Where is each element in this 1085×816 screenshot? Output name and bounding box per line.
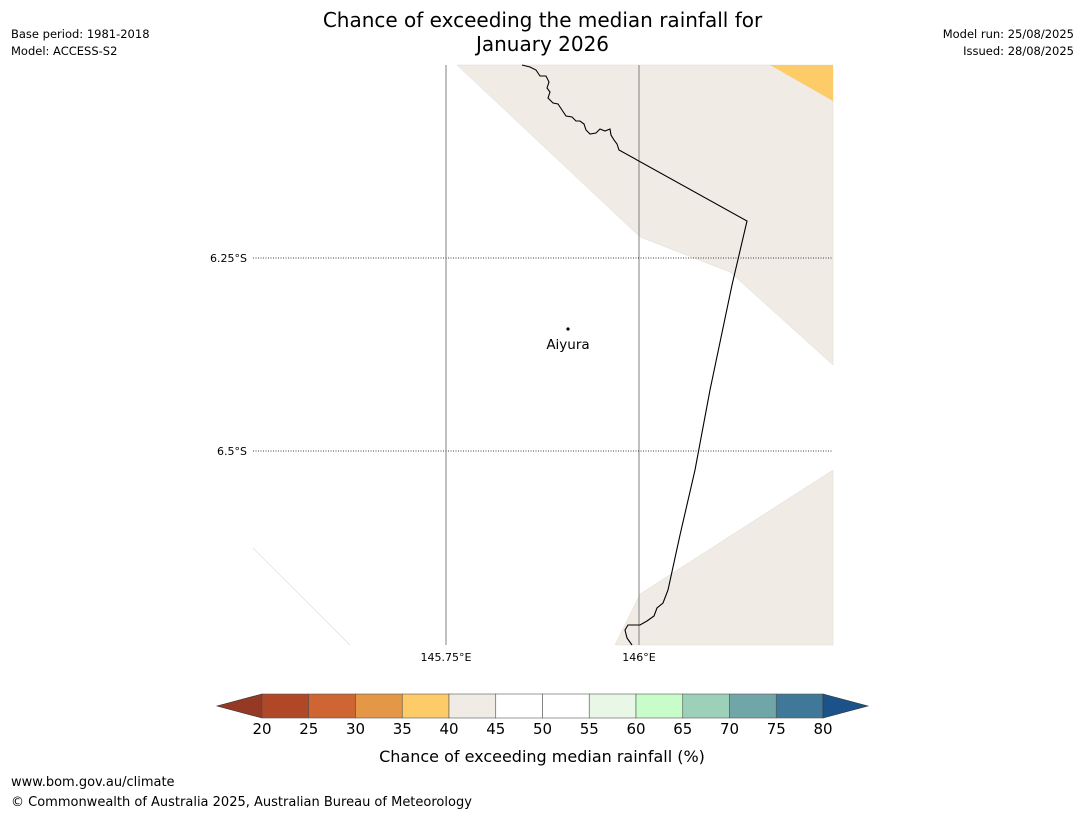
colorbar-segment bbox=[355, 693, 403, 719]
lat-label-6-25: 6.25°S bbox=[210, 252, 247, 265]
probability-area-40-45-southeast bbox=[614, 469, 834, 646]
colorbar-tick-label: 25 bbox=[299, 720, 318, 738]
colorbar-segment bbox=[308, 693, 356, 719]
colorbar-tick-label: 35 bbox=[393, 720, 412, 738]
colorbar-tick-label: 70 bbox=[720, 720, 739, 738]
colorbar-extend-high bbox=[822, 693, 870, 719]
aiyura-label: Aiyura bbox=[546, 337, 589, 353]
footer-copyright: © Commonwealth of Australia 2025, Austra… bbox=[11, 795, 472, 810]
model-run-text: Model run: 25/08/2025 bbox=[942, 27, 1074, 41]
colorbar-segment bbox=[495, 693, 543, 719]
probability-area-35-40-northeast bbox=[770, 65, 833, 101]
colorbar-label: Chance of exceeding median rainfall (%) bbox=[379, 747, 705, 766]
colorbar-tick-label: 75 bbox=[767, 720, 786, 738]
lon-label-145-75: 145.75°E bbox=[421, 651, 472, 664]
meta-left: Base period: 1981-2018 Model: ACCESS-S2 bbox=[11, 26, 150, 60]
lat-label-6-5: 6.5°S bbox=[217, 445, 247, 458]
colorbar-segment bbox=[542, 693, 590, 719]
meta-right: Model run: 25/08/2025 Issued: 28/08/2025 bbox=[943, 26, 1074, 60]
base-period-text: Base period: 1981-2018 bbox=[11, 27, 150, 41]
colorbar-tick-label: 50 bbox=[533, 720, 552, 738]
issued-text: Issued: 28/08/2025 bbox=[963, 44, 1074, 58]
province-border-line bbox=[521, 64, 748, 646]
footer-url: www.bom.gov.au/climate bbox=[11, 775, 175, 790]
colorbar-tick-label: 60 bbox=[626, 720, 645, 738]
model-text: Model: ACCESS-S2 bbox=[11, 44, 118, 58]
colorbar-segment bbox=[588, 693, 637, 719]
colorbar-segment bbox=[448, 693, 497, 719]
colorbar-tick-label: 80 bbox=[813, 720, 832, 738]
probability-contour-southwest bbox=[252, 547, 351, 646]
lon-label-146: 146°E bbox=[622, 651, 655, 664]
colorbar-segment bbox=[775, 693, 824, 719]
colorbar-tick-label: 40 bbox=[439, 720, 458, 738]
map-panel: Aiyura 6.25°S 6.5°S 145.75°E 146°E bbox=[210, 64, 834, 664]
colorbar-segment bbox=[729, 693, 777, 719]
colorbar-tick-label: 45 bbox=[486, 720, 505, 738]
colorbar-segment bbox=[682, 693, 730, 719]
title-line-1: Chance of exceeding the median rainfall … bbox=[322, 8, 763, 32]
aiyura-marker bbox=[566, 327, 570, 331]
colorbar-segment bbox=[401, 693, 450, 719]
colorbar-tick-label: 30 bbox=[346, 720, 365, 738]
title-line-2: January 2026 bbox=[475, 32, 610, 56]
colorbar-segment bbox=[261, 693, 310, 719]
colorbar-segment bbox=[635, 693, 684, 719]
chart-title: Chance of exceeding the median rainfall … bbox=[0, 8, 1085, 56]
colorbar-tick-label: 20 bbox=[252, 720, 271, 738]
colorbar-tick-label: 55 bbox=[580, 720, 599, 738]
colorbar-tick-label: 65 bbox=[673, 720, 692, 738]
colorbar: 20 25 30 35 40 45 50 55 60 65 70 75 80 bbox=[215, 693, 870, 738]
colorbar-extend-low bbox=[215, 693, 263, 719]
